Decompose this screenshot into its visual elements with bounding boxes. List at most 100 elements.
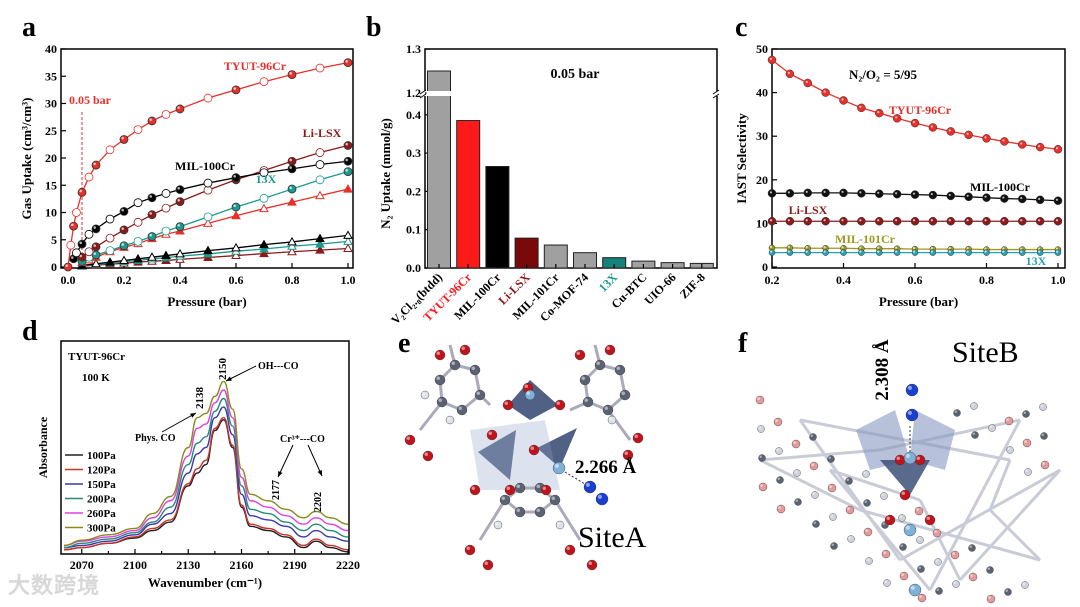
data-point-highlight — [841, 190, 844, 193]
atom-highlight — [634, 434, 638, 438]
data-point-highlight — [149, 212, 152, 215]
spectrum-line — [63, 380, 349, 547]
atom-highlight — [886, 516, 890, 520]
carbon-atom — [971, 431, 979, 439]
axis-break-mark — [419, 89, 720, 99]
data-point-highlight — [895, 219, 898, 222]
bond — [899, 468, 1061, 562]
data-point — [77, 239, 87, 249]
data-point-highlight — [930, 219, 933, 222]
atom-highlight — [935, 559, 939, 563]
x-tick-label: 0.4 — [836, 273, 851, 287]
data-point — [119, 255, 129, 264]
atom-highlight — [584, 398, 588, 402]
data-point — [105, 257, 115, 266]
data-point-highlight — [93, 162, 96, 166]
series-annotation: 13X — [1026, 254, 1047, 268]
atom-highlight — [905, 525, 911, 531]
data-point — [343, 230, 353, 239]
atom-highlight — [621, 391, 625, 395]
atom-highlight — [471, 366, 475, 370]
oxygen-atom — [986, 594, 996, 604]
atom-highlight — [536, 484, 540, 488]
atom-highlight — [917, 537, 921, 541]
atom-highlight — [406, 436, 410, 440]
carbon-atom — [619, 389, 631, 401]
metal-atom — [524, 389, 536, 401]
data-point-highlight — [1020, 247, 1023, 250]
data-point — [203, 178, 213, 188]
oxygen-atom — [924, 514, 936, 526]
data-point — [203, 93, 213, 103]
peak-label: 2202 — [313, 492, 324, 512]
atom-highlight — [900, 544, 904, 548]
atom-highlight — [829, 485, 832, 488]
data-point — [231, 85, 241, 95]
data-point — [133, 217, 143, 227]
data-point-highlight — [233, 87, 236, 90]
oxygen-atom — [894, 454, 906, 466]
data-point — [946, 216, 955, 226]
data-point-highlight — [841, 98, 844, 101]
atom-highlight — [926, 516, 930, 520]
y-axis-label: IAST Selectivity — [734, 113, 749, 204]
data-point-highlight — [1055, 247, 1059, 250]
atom-highlight — [556, 401, 560, 405]
data-point — [287, 156, 297, 166]
x-tick-label: 0.8 — [285, 273, 300, 287]
data-point-highlight — [787, 245, 790, 248]
data-point — [803, 78, 812, 88]
data-point — [203, 218, 213, 227]
atom-highlight — [436, 376, 440, 380]
atom-highlight — [566, 546, 570, 550]
hydrogen-atom — [757, 425, 765, 433]
atom-highlight — [899, 515, 903, 519]
data-point-highlight — [841, 219, 844, 222]
oxygen-atom — [755, 395, 765, 405]
panel-label-c: c — [735, 12, 748, 43]
x-axis-label: Wavenumber (cm⁻¹) — [148, 575, 262, 590]
atom-highlight — [848, 536, 852, 540]
series-annotation: 13X — [256, 172, 277, 186]
data-point-highlight — [345, 142, 349, 146]
oxygen-atom — [540, 484, 552, 496]
watermark: 大数跨境 — [8, 574, 101, 599]
oxygen-atom — [469, 484, 481, 496]
x-axis-label: Pressure (bar) — [879, 294, 958, 309]
atom-highlight — [969, 545, 973, 549]
data-point — [72, 248, 81, 258]
y-tick-label: 25 — [45, 124, 57, 138]
oxygen-atom — [1022, 438, 1032, 448]
atom-highlight — [810, 434, 814, 437]
carbon-atom — [514, 506, 526, 518]
x-tick-label: UIO-66 — [641, 270, 678, 307]
y-tick-label: 30 — [756, 129, 768, 143]
atom-highlight — [597, 494, 603, 499]
data-point-highlight — [823, 90, 826, 93]
atom-highlight — [812, 492, 816, 495]
metal-atom — [552, 461, 566, 475]
data-point — [315, 245, 325, 254]
atom-highlight — [883, 551, 886, 554]
atom-highlight — [757, 397, 760, 400]
data-point — [1000, 137, 1009, 146]
atom-highlight — [896, 456, 900, 460]
data-point — [133, 198, 143, 208]
x-tick-label: 2100 — [123, 558, 147, 572]
bar-break-gap — [426, 91, 452, 96]
hydrogen-atom — [607, 415, 617, 425]
carbon-atom — [582, 396, 594, 408]
data-point — [785, 69, 795, 79]
atom-highlight — [776, 448, 780, 451]
data-point-highlight — [1020, 196, 1023, 200]
data-point — [875, 189, 884, 199]
data-point — [69, 221, 78, 231]
oxygen-atom — [914, 454, 926, 466]
data-point-highlight — [912, 192, 916, 195]
panel-label-e: e — [398, 328, 411, 359]
y-tick-label: 5 — [51, 233, 57, 247]
oxygen-atom — [422, 450, 434, 462]
atom-highlight — [526, 391, 530, 395]
atom-highlight — [1025, 469, 1028, 472]
axis-break-gap — [422, 91, 720, 96]
